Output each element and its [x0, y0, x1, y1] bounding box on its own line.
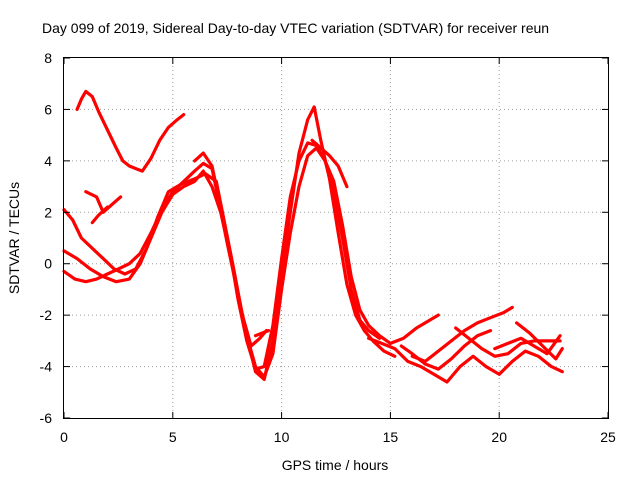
series-arc-7 [193, 141, 382, 371]
series-arc-11 [388, 313, 440, 345]
series-arc-4 [62, 172, 268, 348]
y-axis-title: SDTVAR / TECUs [6, 182, 22, 294]
x-tick-label: 5 [169, 429, 177, 445]
series-arc-8 [310, 138, 349, 189]
x-tick-label: 25 [600, 429, 616, 445]
series-arc-13 [399, 329, 493, 371]
y-tick-label: -2 [40, 307, 53, 323]
x-axis-title: GPS time / hours [282, 457, 389, 473]
y-tick-label: -6 [40, 410, 53, 426]
y-tick-label: 0 [44, 256, 52, 272]
x-tick-label: 0 [60, 429, 68, 445]
plot-frame [63, 57, 609, 419]
x-tick-label: 20 [491, 429, 507, 445]
y-tick-label: 8 [44, 50, 52, 66]
series-arc-9 [253, 329, 271, 338]
y-tick-label: 4 [44, 153, 52, 169]
series-arc-12 [410, 305, 514, 363]
x-tick-label: 15 [383, 429, 399, 445]
series-arc-5 [62, 146, 392, 379]
series-arc-3 [90, 205, 110, 225]
series-arc-14 [454, 326, 562, 358]
axis-ticks [63, 57, 609, 419]
y-tick-label: -4 [40, 359, 53, 375]
grid [64, 58, 608, 418]
y-tick-label: 2 [44, 204, 52, 220]
series-arc-15 [514, 321, 564, 361]
y-tick-label: 6 [44, 101, 52, 117]
chart-title: Day 099 of 2019, Sidereal Day-to-day VTE… [42, 20, 549, 36]
series-group [62, 89, 564, 384]
tick-labels: 0 5 10 15 20 25 -6 -4 -2 0 2 4 6 8 [40, 50, 616, 445]
x-tick-label: 10 [274, 429, 290, 445]
series-arc-1 [75, 89, 186, 173]
series-arc-10 [367, 336, 564, 384]
series-arc-16 [493, 334, 562, 356]
